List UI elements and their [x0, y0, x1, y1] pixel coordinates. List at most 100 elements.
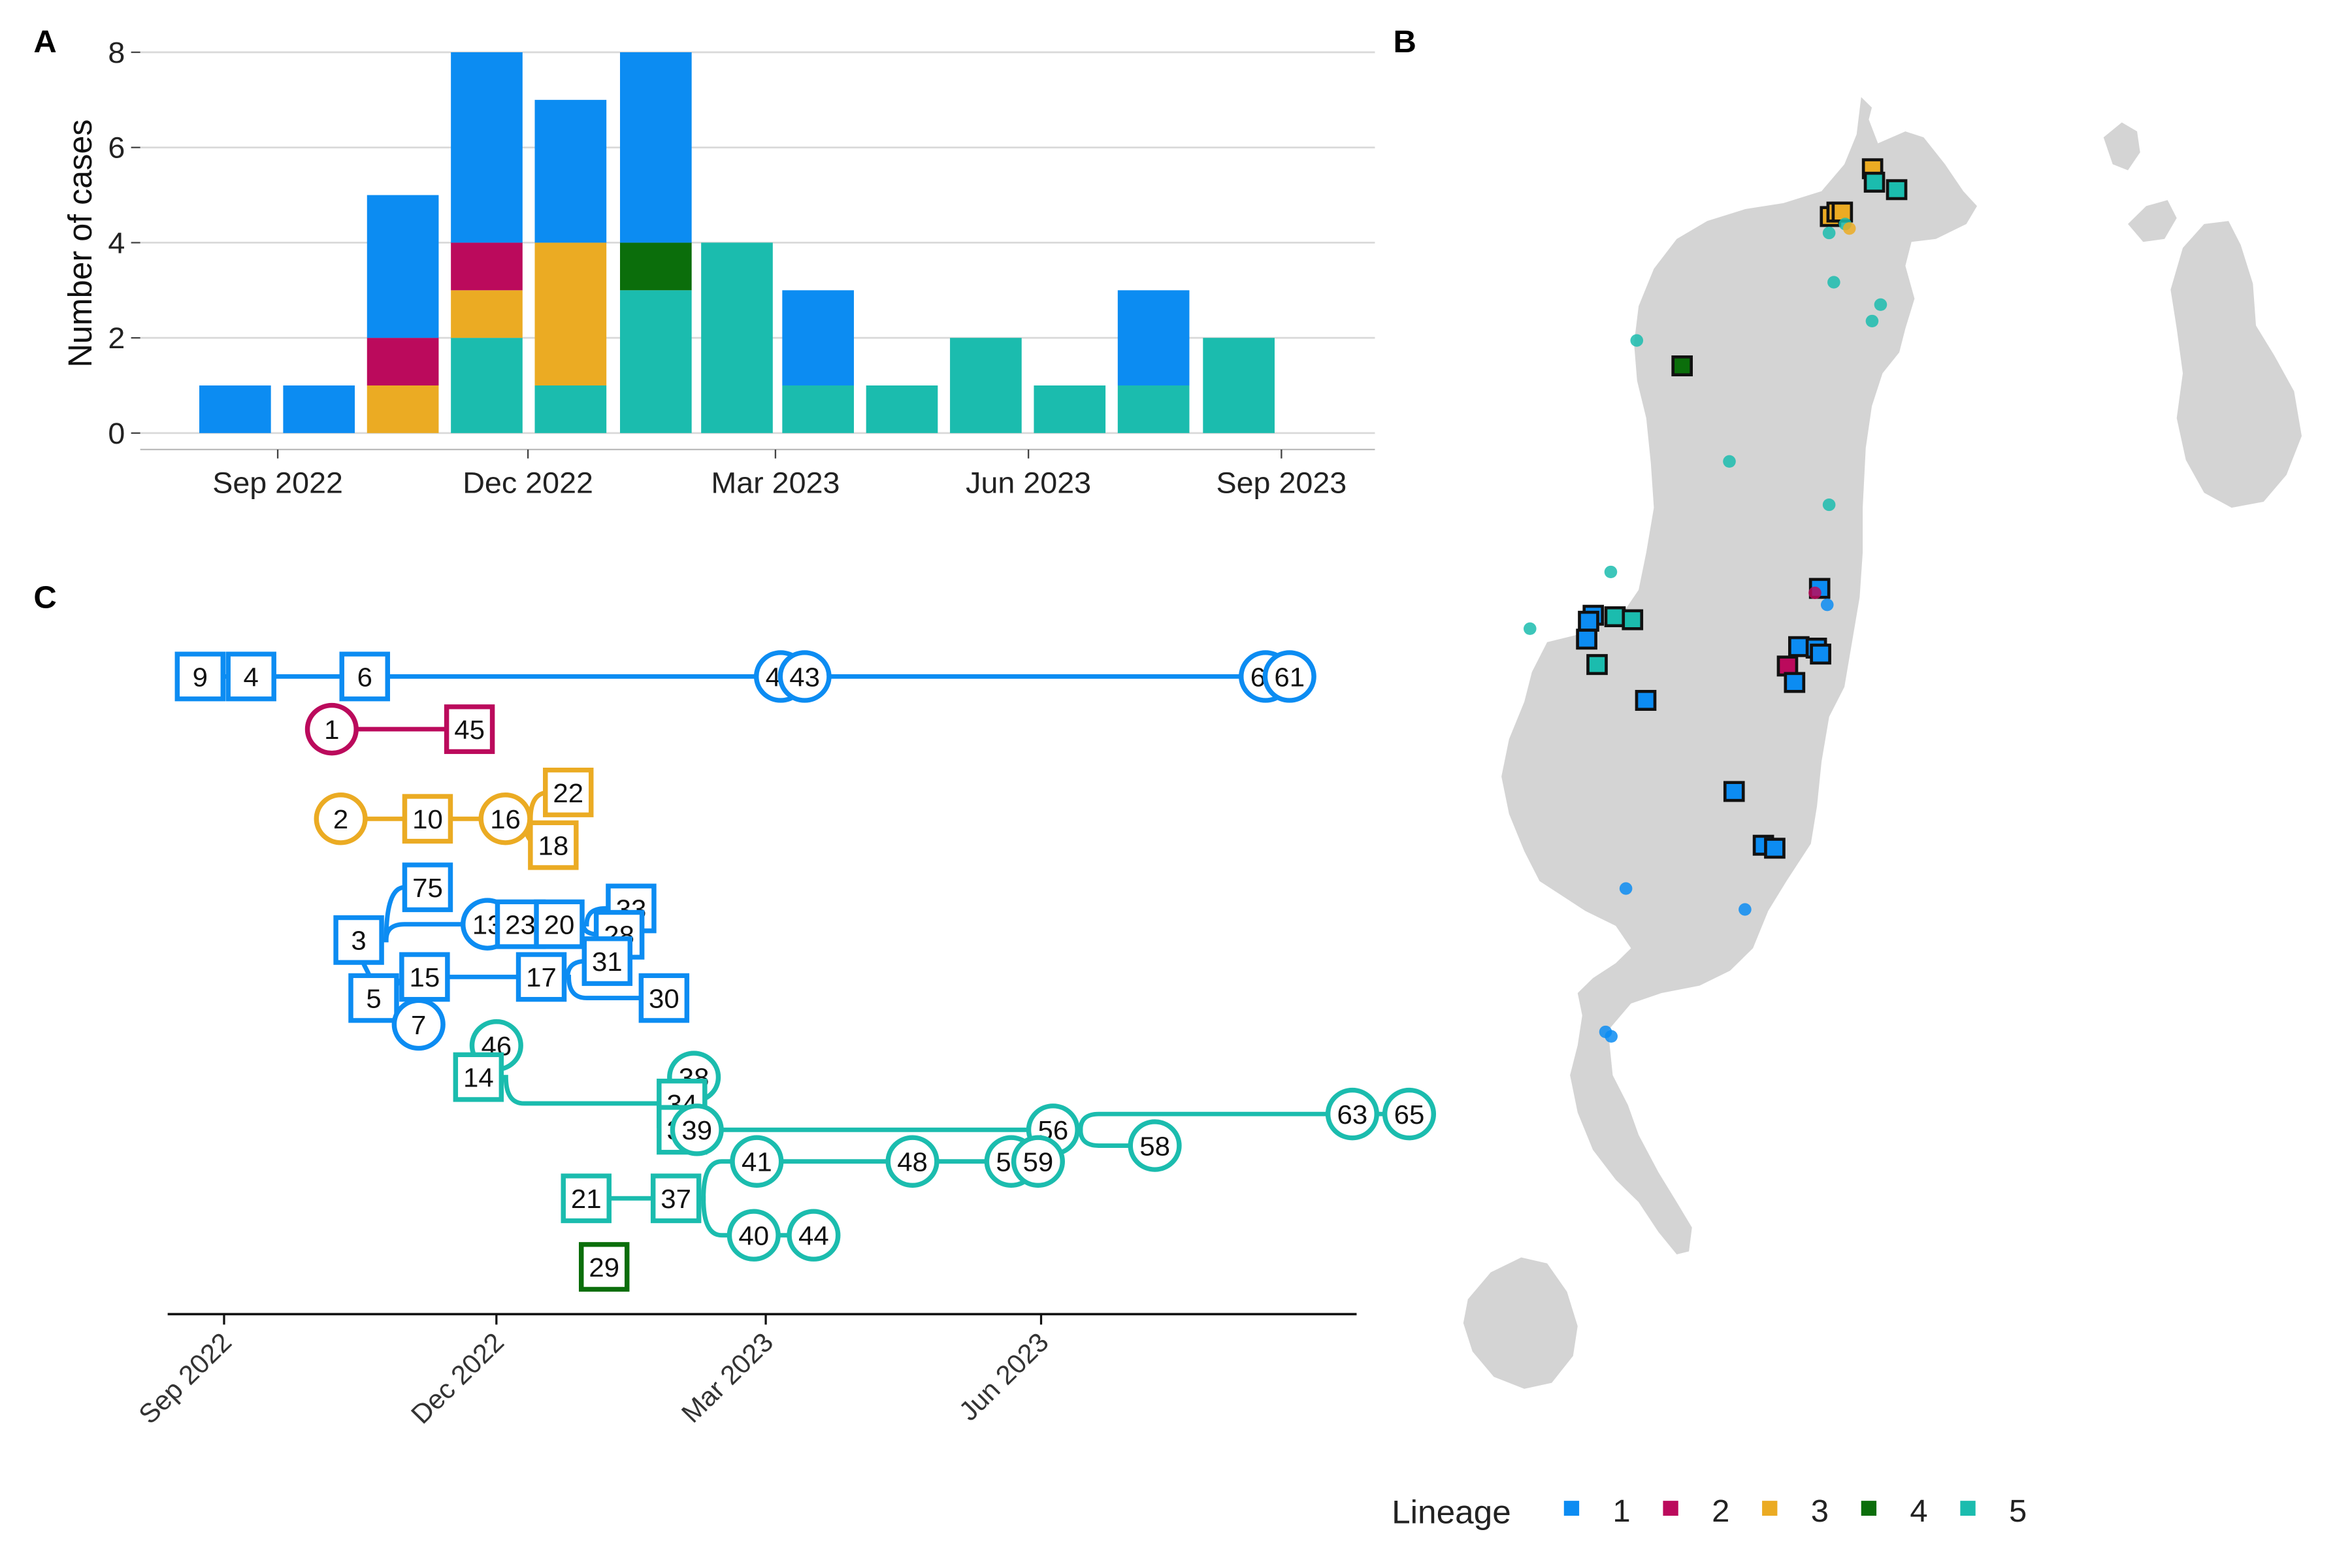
legend-item-lineage-1: 1 [1563, 1494, 1631, 1529]
case-square [348, 973, 399, 1023]
bar-segment-lineage-5 [1117, 385, 1190, 433]
case-square [515, 952, 567, 1002]
map-east-island [2170, 221, 2302, 508]
y-tick-label: 4 [108, 226, 125, 259]
case-square [453, 1052, 504, 1102]
bar-segment-lineage-3 [451, 290, 523, 338]
case-node-63: 63 [1325, 1087, 1379, 1141]
tree-edge [674, 1196, 757, 1238]
legend-item-lineage-2: 2 [1663, 1494, 1729, 1529]
tree-edge [356, 922, 490, 943]
x-tick-label: Dec 2022 [463, 466, 593, 499]
case-id-label: 63 [1337, 1099, 1368, 1130]
map-case-square-lineage-1 [1576, 629, 1597, 650]
case-node-22: 22 [543, 767, 594, 817]
map-islet-ne-2 [2128, 200, 2177, 242]
map-case-dot-lineage-2 [1808, 586, 1821, 600]
case-id-label: 6 [357, 662, 372, 693]
case-node-37: 37 [650, 1173, 702, 1224]
legend-swatch [1762, 1501, 1778, 1516]
case-circle [730, 1135, 784, 1188]
case-id-label: 37 [661, 1183, 691, 1214]
legend-label: 5 [2009, 1494, 2027, 1529]
map-main-island [1501, 97, 1978, 1255]
map-case-square-lineage-1 [1723, 781, 1745, 802]
case-circle [391, 998, 446, 1051]
case-square [174, 651, 226, 702]
case-circle [1128, 1119, 1182, 1172]
case-id-label: 30 [649, 983, 679, 1014]
map-case-dot-lineage-1 [1605, 1030, 1618, 1043]
case-id-label: 43 [789, 662, 820, 693]
case-square [333, 915, 384, 965]
case-node-39: 39 [670, 1103, 724, 1156]
map-case-dot-lineage-5 [1822, 226, 1836, 240]
map-case-square-lineage-1 [1784, 672, 1806, 693]
map-case-square-lineage-1 [1810, 644, 1831, 665]
y-tick-label: 2 [108, 321, 125, 355]
bar-segment-lineage-3 [367, 385, 439, 433]
y-tick-label: 6 [108, 131, 125, 164]
bar-segment-lineage-5 [866, 385, 938, 433]
bar-segment-lineage-5 [950, 338, 1022, 433]
case-node-16: 16 [478, 792, 532, 845]
case-id-label: 1 [324, 714, 339, 745]
map-case-square-lineage-1 [1788, 636, 1810, 657]
case-node-7: 7 [391, 998, 446, 1051]
case-node-14: 14 [453, 1052, 504, 1102]
tree-edge [1051, 1127, 1158, 1148]
bar-segment-lineage-1 [199, 385, 271, 433]
case-node-43: 43 [777, 650, 832, 703]
bar-segment-lineage-2 [451, 242, 523, 291]
x-tick-label: Sep 2023 [1216, 466, 1347, 499]
case-node-44: 44 [787, 1209, 841, 1262]
case-id-label: 29 [589, 1252, 619, 1282]
case-id-label: 17 [526, 962, 557, 993]
case-circle [314, 792, 368, 845]
bar-segment-lineage-3 [534, 242, 607, 385]
case-node-6: 6 [339, 651, 390, 702]
case-node-5: 5 [348, 973, 399, 1023]
case-circle [1382, 1087, 1437, 1141]
case-square [225, 651, 276, 702]
case-circle [1011, 1135, 1066, 1188]
map-case-dot-lineage-1 [1619, 882, 1633, 895]
map-case-dot-lineage-5 [1523, 622, 1537, 635]
case-circle [478, 792, 532, 845]
bar-segment-lineage-5 [534, 385, 607, 433]
case-node-4: 4 [225, 651, 276, 702]
tree-edge [476, 1075, 685, 1106]
legend-items: 1 2 3 4 5 [1563, 1494, 2027, 1529]
bar-segment-lineage-5 [1034, 385, 1106, 433]
map-case-square-lineage-1 [1578, 610, 1599, 632]
map-case-square-lineage-5 [1586, 654, 1608, 676]
legend-title: Lineage [1392, 1494, 1511, 1530]
bar-segment-lineage-4 [619, 242, 692, 291]
map-case-square-lineage-3 [1831, 201, 1854, 223]
case-node-40: 40 [727, 1209, 781, 1262]
case-id-label: 61 [1274, 662, 1305, 693]
legend-label: 4 [1910, 1494, 1927, 1529]
case-square [528, 820, 579, 870]
case-id-label: 39 [681, 1115, 712, 1146]
map-markers [1523, 158, 1908, 1043]
map-case-dot-lineage-5 [1604, 565, 1618, 579]
case-square [638, 973, 690, 1023]
case-square [543, 767, 594, 817]
case-node-30: 30 [638, 973, 690, 1023]
case-node-20: 20 [534, 899, 585, 949]
case-id-label: 23 [505, 909, 536, 940]
case-square [561, 1173, 612, 1224]
case-node-59: 59 [1011, 1135, 1066, 1188]
tree-edge [1051, 1111, 1355, 1132]
case-id-label: 14 [463, 1062, 494, 1093]
lineage-legend: Lineage 1 2 3 4 5 [1392, 1494, 2027, 1530]
case-node-61: 61 [1262, 650, 1316, 703]
case-id-label: 44 [798, 1220, 829, 1251]
panel-c-transmission-tree: 9464243626114521016221875313232033283115… [133, 650, 1437, 1429]
case-circle [1262, 650, 1316, 703]
case-square [534, 899, 585, 949]
map-case-dot-lineage-1 [1820, 598, 1834, 612]
case-id-label: 58 [1139, 1131, 1170, 1162]
tree-edge [539, 974, 666, 1001]
